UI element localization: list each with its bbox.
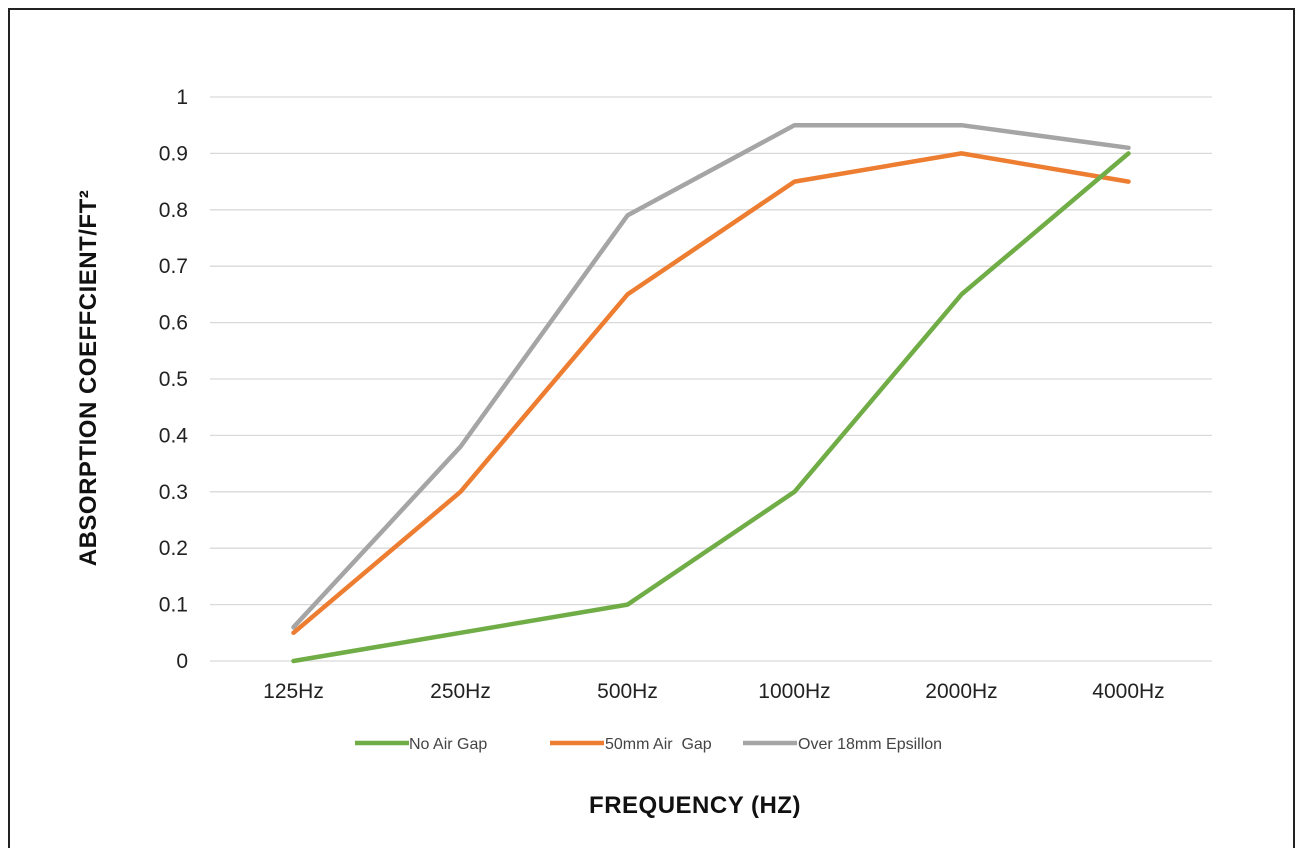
y-axis-title: ABSORPTION COEFFCIENT/FT²: [75, 190, 102, 566]
x-tick-labels: 125Hz 250Hz 500Hz 1000Hz 2000Hz 4000Hz: [263, 680, 1165, 703]
legend: No Air Gap 50mm Air Gap Over 18mm Epsillon: [355, 736, 942, 753]
y-tick-labels: 0 0.1 0.2 0.3 0.4 0.5 0.6 0.7 0.8 0.9 1: [159, 86, 189, 673]
x-tick-label: 125Hz: [263, 680, 324, 703]
x-axis-title: FREQUENCY (HZ): [589, 792, 801, 819]
gridlines: [210, 96, 1212, 662]
y-tick-label: 0.6: [159, 312, 188, 335]
series-line-2: [291, 151, 1131, 636]
legend-label: Over 18mm Epsillon: [798, 736, 942, 753]
x-tick-label: 500Hz: [597, 680, 658, 703]
legend-label: No Air Gap: [409, 736, 487, 753]
x-tick-label: 250Hz: [430, 680, 491, 703]
series-lines: [291, 122, 1131, 664]
y-tick-label: 1: [176, 86, 188, 109]
chart-frame: [8, 8, 1295, 848]
y-tick-label: 0.5: [159, 368, 188, 391]
x-tick-label: 4000Hz: [1092, 680, 1164, 703]
y-tick-label: 0: [176, 650, 188, 673]
x-tick-label: 2000Hz: [925, 680, 997, 703]
y-tick-label: 0.4: [159, 424, 189, 447]
series-line-3: [291, 122, 1131, 630]
series-line-1: [291, 151, 1131, 664]
y-tick-label: 0.3: [159, 481, 188, 504]
y-tick-label: 0.2: [159, 537, 188, 560]
y-tick-label: 0.8: [159, 199, 188, 222]
x-tick-label: 1000Hz: [758, 680, 830, 703]
legend-label: 50mm Air Gap: [605, 736, 712, 753]
y-tick-label: 0.7: [159, 255, 188, 278]
y-tick-label: 0.1: [159, 594, 188, 617]
y-tick-label: 0.9: [159, 142, 188, 165]
